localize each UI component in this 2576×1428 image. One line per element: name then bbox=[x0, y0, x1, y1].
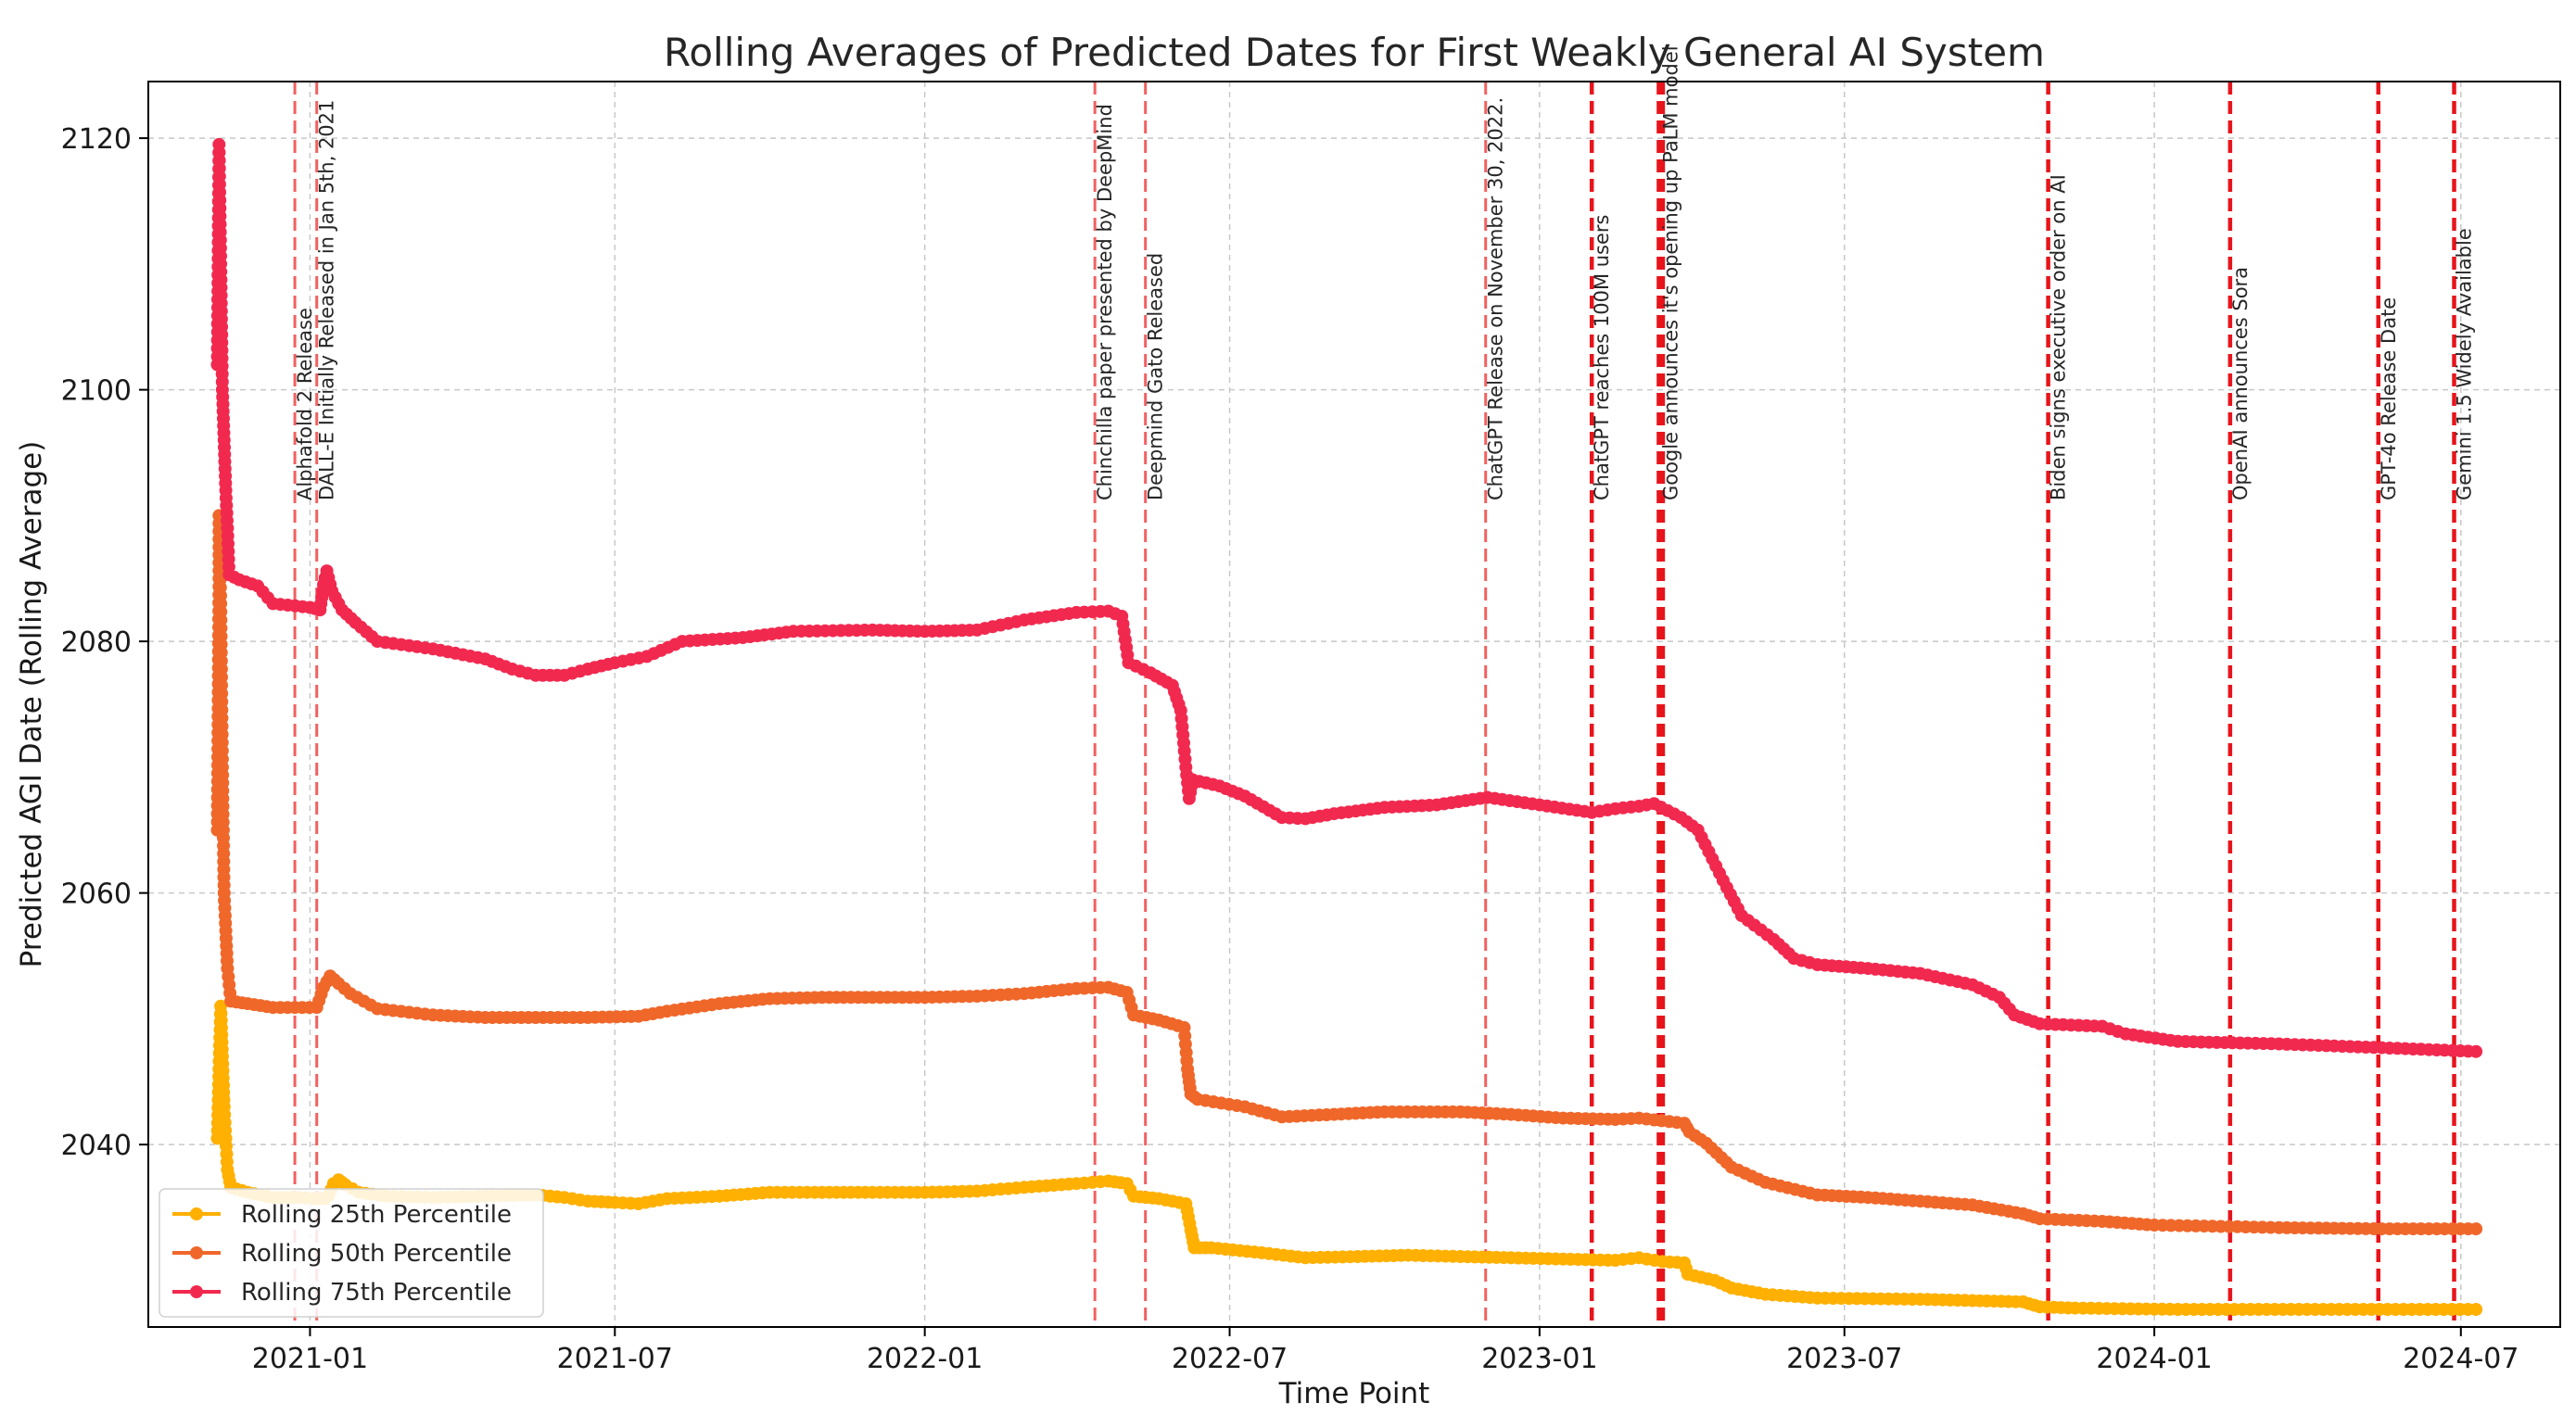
data-point bbox=[2469, 1044, 2483, 1058]
event-label-gpt-4o-release-date: GPT-4o Release Date bbox=[2378, 297, 2400, 500]
y-axis-ticks: 2040 2060 2080 2100 2120 bbox=[61, 123, 148, 1162]
x-tick-label: 2023-01 bbox=[1481, 1343, 1597, 1375]
x-tick-label: 2023-07 bbox=[1786, 1343, 1902, 1375]
data-point bbox=[2469, 1222, 2483, 1236]
series-rolling-50th-percentile bbox=[210, 509, 2483, 1236]
legend-entry-50th: Rolling 50th Percentile bbox=[172, 1240, 512, 1268]
legend-entry-25th: Rolling 25th Percentile bbox=[172, 1201, 512, 1229]
legend-label-50th: Rolling 50th Percentile bbox=[241, 1240, 512, 1268]
event-label-biden-signs-executive-order-on-ai: Biden signs executive order on AI bbox=[2048, 174, 2070, 500]
event-label-dall-e-initially-released-in-jan-5th-2021: DALL-E Initially Released in Jan 5th, 20… bbox=[316, 100, 338, 500]
y-tick-label: 2100 bbox=[61, 375, 132, 408]
event-label-chatgpt-release-on-november-30-2022: ChatGPT Release on November 30, 2022. bbox=[1485, 97, 1507, 500]
event-label-gemini-1-5-widely-available: Gemini 1.5 Widely Available bbox=[2454, 228, 2476, 500]
x-axis-ticks: 2021-01 2021-07 2022-01 2022-07 2023-01 2023-… bbox=[252, 1327, 2519, 1375]
series-markers-rolling-50th-percentile bbox=[210, 509, 2483, 1236]
legend-entry-75th: Rolling 75th Percentile bbox=[172, 1279, 512, 1307]
legend-label-75th: Rolling 75th Percentile bbox=[241, 1279, 512, 1307]
x-axis-label: Time Point bbox=[1278, 1377, 1430, 1410]
y-tick-label: 2060 bbox=[61, 878, 132, 911]
legend: Rolling 25th Percentile Rolling 50th Per… bbox=[159, 1188, 544, 1318]
event-label-chinchilla-paper-presented-by-deepmind: Chinchilla paper presented by DeepMind bbox=[1094, 104, 1116, 500]
y-tick-label: 2080 bbox=[61, 626, 132, 659]
event-label-deepmind-gato-released: Deepmind Gato Released bbox=[1145, 253, 1167, 500]
x-tick-label: 2021-07 bbox=[557, 1343, 673, 1375]
x-tick-label: 2024-07 bbox=[2403, 1343, 2519, 1375]
legend-box bbox=[159, 1188, 544, 1318]
y-tick-label: 2120 bbox=[61, 123, 132, 156]
event-markers: Alphafold 2 Release DALL-E Initially Rele… bbox=[293, 45, 2476, 1327]
event-label-alphafold-2-release: Alphafold 2 Release bbox=[294, 308, 316, 500]
x-tick-label: 2022-07 bbox=[1172, 1343, 1288, 1375]
x-tick-label: 2024-01 bbox=[2096, 1343, 2212, 1375]
series-rolling-75th-percentile bbox=[210, 137, 2483, 1058]
y-tick-label: 2040 bbox=[61, 1130, 132, 1162]
chart-title: Rolling Averages of Predicted Dates for … bbox=[664, 30, 2045, 75]
event-label-openai-announces-sora: OpenAI announces Sora bbox=[2229, 267, 2252, 500]
event-label-google-announces-it-s-opening-up-palm-model: Google announces it's opening up PaLM mo… bbox=[1660, 45, 1682, 500]
x-tick-label: 2021-01 bbox=[252, 1343, 368, 1375]
grid bbox=[148, 82, 2560, 1327]
legend-marker-75th bbox=[190, 1285, 203, 1298]
legend-marker-25th bbox=[190, 1207, 203, 1220]
plot-frame bbox=[147, 81, 2561, 1328]
x-tick-label: 2022-01 bbox=[867, 1343, 983, 1375]
event-label-chatgpt-reaches-100m-users: ChatGPT reaches 100M users bbox=[1591, 215, 1613, 501]
y-axis-label: Predicted AGI Date (Rolling Average) bbox=[15, 441, 48, 968]
legend-marker-50th bbox=[190, 1246, 203, 1259]
series-markers-rolling-75th-percentile bbox=[210, 137, 2483, 1058]
legend-label-25th: Rolling 25th Percentile bbox=[241, 1201, 512, 1229]
data-point bbox=[2469, 1303, 2483, 1316]
